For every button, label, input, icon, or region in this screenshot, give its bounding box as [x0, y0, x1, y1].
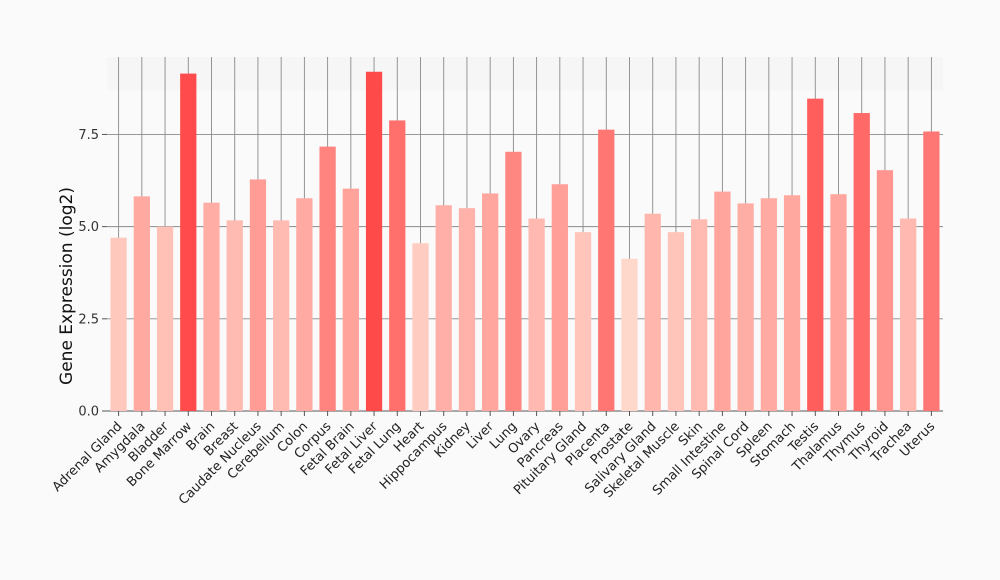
- bar-fetal-brain: [342, 188, 359, 411]
- bar-salivary-gland: [644, 213, 661, 411]
- bar-adrenal-gland: [110, 237, 127, 411]
- bar-fetal-liver: [365, 71, 383, 411]
- bar-pancreas: [551, 184, 568, 411]
- bar-fetal-lung: [389, 120, 406, 412]
- bar-cerebellum: [273, 220, 290, 411]
- bar-kidney: [458, 208, 476, 411]
- bar-trachea: [900, 218, 917, 411]
- bar-amygdala: [133, 196, 150, 411]
- bar-brain: [203, 202, 220, 411]
- bar-colon: [296, 198, 313, 411]
- bar-small-intestine: [714, 191, 731, 411]
- plot-upper-band: [107, 57, 943, 91]
- bar-testis: [807, 98, 824, 411]
- bar-liver: [482, 193, 499, 411]
- bar-caudate-nucleus: [249, 179, 267, 411]
- y-tick-label: 7.5: [78, 128, 99, 143]
- bar-breast: [226, 220, 243, 411]
- bar-corpus: [319, 146, 336, 411]
- bar-pituitary-gland: [574, 232, 592, 411]
- y-tick-label: 5.0: [78, 220, 99, 235]
- bar-ovary: [528, 218, 545, 411]
- bar-heart: [412, 243, 429, 411]
- bar-skin: [691, 219, 708, 411]
- bar-layer: [110, 71, 940, 412]
- bar-lung: [505, 151, 522, 412]
- bar-spleen: [760, 198, 777, 411]
- y-tick-label: 2.5: [78, 312, 99, 327]
- bar-skeletal-muscle: [667, 232, 685, 411]
- bar-hippocampus: [435, 205, 452, 411]
- bar-thalamus: [830, 194, 847, 411]
- bar-bone-marrow: [180, 73, 197, 411]
- bar-bladder: [156, 226, 174, 411]
- bar-spinal-cord: [737, 203, 754, 411]
- y-tick-label: 0.0: [78, 405, 99, 420]
- bar-prostate: [621, 258, 638, 411]
- bar-uterus: [923, 131, 940, 412]
- bar-placenta: [598, 129, 615, 412]
- bar-thymus: [853, 113, 870, 412]
- bar-stomach: [783, 195, 801, 411]
- y-axis-title: Gene Expression (log2): [57, 187, 77, 385]
- bar-thyroid: [876, 170, 894, 411]
